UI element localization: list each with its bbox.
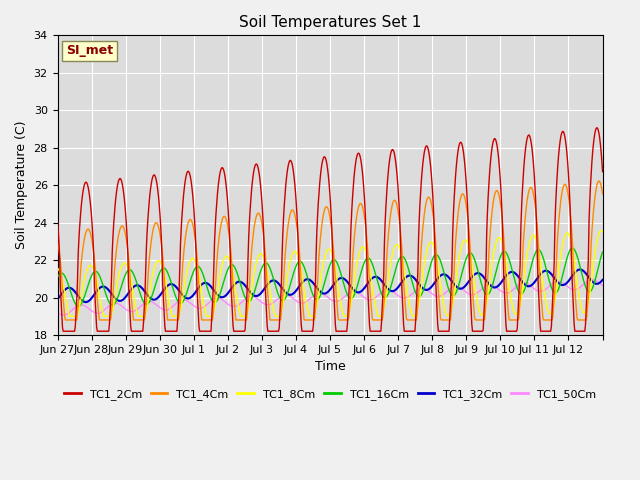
TC1_32Cm	[246, 288, 253, 294]
TC1_8Cm	[118, 262, 126, 268]
TC1_16Cm	[417, 292, 425, 298]
TC1_50Cm	[387, 288, 395, 293]
TC1_8Cm	[387, 260, 395, 265]
Y-axis label: Soil Temperature (C): Soil Temperature (C)	[15, 121, 28, 250]
TC1_50Cm	[118, 303, 126, 309]
TC1_16Cm	[598, 249, 606, 255]
TC1_32Cm	[266, 279, 274, 285]
TC1_50Cm	[588, 276, 596, 282]
TC1_16Cm	[218, 284, 226, 289]
TC1_50Cm	[417, 285, 425, 291]
TC1_32Cm	[387, 288, 395, 294]
TC1_4Cm	[387, 210, 395, 216]
TC1_8Cm	[417, 284, 425, 290]
TC1_4Cm	[61, 317, 69, 323]
TC1_32Cm	[82, 299, 90, 305]
TC1_16Cm	[74, 303, 82, 309]
TC1_32Cm	[598, 277, 606, 283]
TC1_50Cm	[246, 294, 253, 300]
Line: TC1_50Cm: TC1_50Cm	[58, 279, 602, 315]
TC1_4Cm	[118, 223, 126, 229]
TC1_2Cm	[417, 178, 425, 184]
TC1_32Cm	[118, 297, 126, 303]
TC1_8Cm	[54, 265, 61, 271]
TC1_4Cm	[595, 178, 603, 184]
TC1_4Cm	[266, 317, 274, 323]
TC1_2Cm	[246, 219, 253, 225]
TC1_50Cm	[598, 283, 606, 288]
TC1_2Cm	[218, 165, 226, 170]
TC1_8Cm	[66, 313, 74, 319]
TC1_50Cm	[60, 312, 67, 318]
TC1_4Cm	[246, 284, 253, 290]
Text: SI_met: SI_met	[66, 44, 113, 57]
TC1_32Cm	[218, 294, 226, 300]
X-axis label: Time: Time	[315, 360, 346, 373]
TC1_4Cm	[417, 244, 425, 250]
TC1_16Cm	[118, 281, 126, 287]
TC1_2Cm	[54, 217, 61, 223]
TC1_16Cm	[387, 284, 395, 290]
TC1_16Cm	[246, 299, 253, 304]
TC1_2Cm	[387, 150, 395, 156]
TC1_4Cm	[218, 216, 226, 222]
Line: TC1_16Cm: TC1_16Cm	[58, 248, 602, 306]
TC1_8Cm	[598, 228, 606, 234]
TC1_2Cm	[593, 125, 601, 131]
Line: TC1_2Cm: TC1_2Cm	[58, 128, 602, 331]
Line: TC1_32Cm: TC1_32Cm	[58, 269, 602, 302]
TC1_32Cm	[54, 297, 61, 302]
TC1_2Cm	[598, 169, 606, 175]
TC1_50Cm	[218, 297, 226, 303]
TC1_32Cm	[576, 266, 584, 272]
TC1_2Cm	[118, 180, 126, 186]
TC1_50Cm	[266, 301, 274, 307]
TC1_8Cm	[246, 300, 253, 306]
TC1_16Cm	[569, 245, 577, 251]
TC1_8Cm	[218, 261, 226, 267]
TC1_32Cm	[417, 284, 425, 290]
TC1_8Cm	[597, 228, 605, 233]
Line: TC1_8Cm: TC1_8Cm	[58, 230, 602, 316]
Title: Soil Temperatures Set 1: Soil Temperatures Set 1	[239, 15, 421, 30]
Legend: TC1_2Cm, TC1_4Cm, TC1_8Cm, TC1_16Cm, TC1_32Cm, TC1_50Cm: TC1_2Cm, TC1_4Cm, TC1_8Cm, TC1_16Cm, TC1…	[60, 384, 600, 404]
TC1_4Cm	[54, 239, 61, 244]
TC1_2Cm	[266, 328, 274, 334]
TC1_4Cm	[598, 191, 606, 197]
TC1_16Cm	[54, 275, 61, 280]
TC1_2Cm	[60, 328, 67, 334]
TC1_8Cm	[266, 288, 274, 294]
TC1_50Cm	[54, 310, 61, 315]
Line: TC1_4Cm: TC1_4Cm	[58, 181, 602, 320]
TC1_16Cm	[266, 265, 274, 271]
